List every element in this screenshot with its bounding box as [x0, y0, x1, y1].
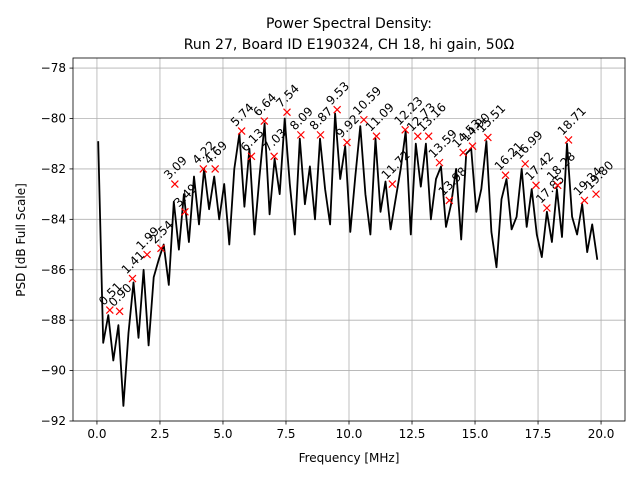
peak-marker — [128, 274, 137, 283]
peak-marker — [270, 152, 279, 161]
peak-marker — [388, 180, 397, 188]
y-tick-label: −82 — [41, 162, 66, 176]
psd-line — [97, 112, 599, 407]
peak-marker — [359, 115, 368, 124]
peak-label: 3.09 — [161, 153, 190, 182]
peak-marker — [459, 148, 468, 157]
peak-marker — [580, 196, 589, 205]
x-tick-label: 20.0 — [588, 427, 615, 441]
y-tick-label: −80 — [41, 112, 66, 126]
peak-marker — [413, 132, 422, 141]
y-tick-label: −84 — [41, 212, 66, 226]
peak-marker — [532, 181, 540, 190]
peak-marker — [260, 117, 269, 125]
y-tick-label: −90 — [41, 364, 66, 378]
peak-marker — [401, 125, 410, 134]
y-tick-label: −88 — [41, 313, 66, 327]
peak-marker — [247, 152, 256, 161]
peak-marker — [424, 132, 433, 141]
peak-marker — [372, 132, 381, 141]
peak-label: 7.54 — [273, 82, 302, 111]
peak-marker — [143, 250, 152, 259]
y-tick-label: −86 — [41, 263, 66, 277]
chart-title: Power Spectral Density: — [266, 16, 432, 32]
y-axis-label: PSD [dB Full Scale] — [14, 183, 28, 297]
plot-frame — [72, 57, 626, 422]
peak-marker — [316, 130, 325, 139]
y-tick-label: −78 — [41, 61, 66, 75]
x-tick-label: 7.5 — [276, 427, 295, 441]
x-tick-label: 15.0 — [462, 427, 489, 441]
peak-marker — [157, 244, 165, 253]
y-tick-label: −92 — [41, 414, 66, 428]
peak-marker — [105, 306, 114, 315]
peak-label: 9.53 — [323, 79, 352, 108]
peak-marker — [468, 142, 477, 151]
peak-marker — [296, 130, 305, 139]
peak-marker — [592, 190, 600, 199]
peak-marker — [343, 138, 351, 147]
peak-marker — [542, 204, 551, 212]
peak-marker — [521, 159, 530, 168]
peak-marker — [333, 105, 342, 114]
peak-marker — [445, 196, 454, 205]
peak-marker — [170, 180, 179, 188]
x-tick-label: 10.0 — [336, 427, 363, 441]
peak-label: 5.74 — [228, 100, 257, 129]
peak-marker — [283, 108, 291, 117]
chart-subtitle: Run 27, Board ID E190324, CH 18, hi gain… — [184, 37, 515, 53]
x-tick-label: 17.5 — [525, 427, 552, 441]
peak-marker — [564, 136, 573, 144]
x-tick-label: 5.0 — [213, 427, 232, 441]
peak-marker — [483, 133, 492, 142]
x-tick-label: 2.5 — [150, 427, 169, 441]
peak-marker — [211, 164, 220, 173]
x-tick-label: 12.5 — [399, 427, 426, 441]
peak-marker — [553, 181, 562, 190]
peak-marker — [115, 307, 124, 316]
peak-marker — [199, 164, 208, 173]
x-tick-label: 0.0 — [87, 427, 106, 441]
peak-marker — [237, 127, 246, 136]
peak-label: 18.71 — [555, 104, 589, 138]
peak-marker — [435, 158, 444, 167]
peak-label: 6.64 — [251, 90, 280, 119]
peak-marker — [501, 171, 510, 180]
peak-marker — [180, 207, 189, 216]
x-axis-label: Frequency [MHz] — [299, 451, 400, 465]
